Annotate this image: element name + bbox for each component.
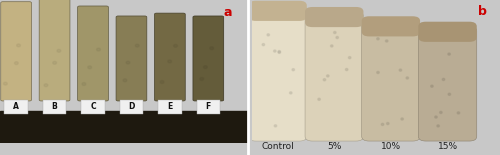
Ellipse shape [84,80,87,83]
Bar [4,100,28,114]
Ellipse shape [348,57,351,59]
Ellipse shape [171,46,175,49]
Ellipse shape [88,65,91,68]
Ellipse shape [12,60,16,63]
FancyBboxPatch shape [78,6,108,101]
Ellipse shape [203,63,207,66]
Ellipse shape [267,34,270,36]
Ellipse shape [330,45,333,47]
Ellipse shape [440,111,442,113]
FancyBboxPatch shape [154,13,186,101]
Ellipse shape [274,125,276,127]
FancyBboxPatch shape [248,5,307,141]
FancyBboxPatch shape [418,26,477,141]
Ellipse shape [210,43,214,46]
Ellipse shape [377,71,379,74]
Ellipse shape [46,80,49,83]
Ellipse shape [56,49,60,52]
Text: a: a [224,6,232,19]
Text: C: C [90,102,96,111]
Bar [158,100,182,114]
Text: 10%: 10% [381,142,401,151]
Ellipse shape [120,84,124,87]
Ellipse shape [334,31,336,34]
Ellipse shape [326,75,329,77]
FancyBboxPatch shape [0,2,32,101]
FancyBboxPatch shape [39,0,70,101]
Text: E: E [168,102,172,111]
Bar [81,100,105,114]
Ellipse shape [448,93,450,95]
Text: B: B [52,102,58,111]
Ellipse shape [399,69,402,71]
Ellipse shape [196,77,200,80]
Bar [120,100,143,114]
Ellipse shape [93,48,96,51]
FancyBboxPatch shape [116,16,147,101]
Ellipse shape [457,112,460,114]
FancyBboxPatch shape [305,12,364,141]
Ellipse shape [434,116,437,118]
Ellipse shape [262,44,264,46]
FancyBboxPatch shape [418,22,477,42]
FancyBboxPatch shape [248,1,307,21]
Ellipse shape [376,38,379,40]
Text: Control: Control [261,142,294,151]
Ellipse shape [166,62,170,65]
Ellipse shape [6,83,10,86]
Ellipse shape [318,98,320,100]
Ellipse shape [346,69,348,71]
Ellipse shape [292,69,294,71]
Ellipse shape [448,53,450,55]
Ellipse shape [128,61,132,64]
Bar [43,100,66,114]
Ellipse shape [386,40,388,42]
FancyBboxPatch shape [305,7,364,27]
Ellipse shape [437,125,440,127]
Bar [0,111,248,143]
Text: A: A [13,102,19,111]
FancyBboxPatch shape [193,16,224,101]
Text: b: b [478,5,487,18]
Ellipse shape [401,118,404,120]
Ellipse shape [274,50,276,52]
Ellipse shape [278,51,280,53]
Ellipse shape [278,51,280,53]
Ellipse shape [430,85,433,87]
Ellipse shape [17,46,21,49]
Ellipse shape [442,78,445,80]
Ellipse shape [48,60,52,63]
Ellipse shape [158,79,161,82]
Ellipse shape [382,123,384,126]
Text: 15%: 15% [438,142,458,151]
Text: F: F [206,102,211,111]
Ellipse shape [386,122,389,125]
Ellipse shape [336,36,338,39]
FancyBboxPatch shape [362,21,420,141]
Bar [196,100,220,114]
Ellipse shape [133,49,136,52]
Ellipse shape [406,77,408,79]
FancyBboxPatch shape [362,16,420,36]
Text: D: D [128,102,134,111]
Ellipse shape [323,79,326,81]
Text: 5%: 5% [327,142,342,151]
Ellipse shape [290,92,292,94]
